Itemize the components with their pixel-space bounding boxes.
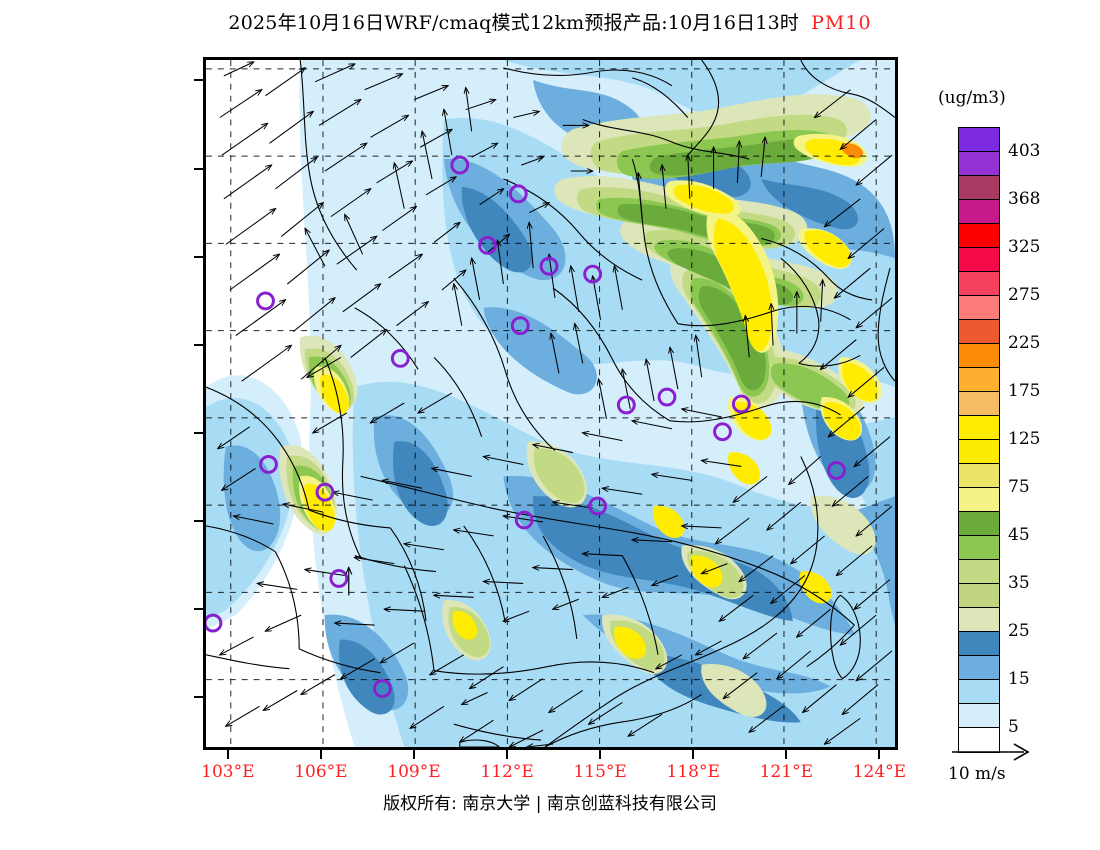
station-marker [514, 510, 534, 530]
colorbar-band-5 [959, 248, 999, 272]
station-marker [731, 394, 751, 414]
station-marker [315, 482, 335, 502]
lon-tick-mark-115 [599, 750, 602, 759]
station-marker [510, 316, 530, 336]
lon-tick-label-115: 115°E [573, 762, 627, 782]
page-title: 2025年10月16日WRF/cmaq模式12km预报产品:10月16日13时 P… [0, 8, 1100, 35]
colorbar-band-0 [959, 128, 999, 152]
colorbar-band-4 [959, 224, 999, 248]
wind-scale-label: 10 m/s [948, 764, 1006, 784]
lat-tick-mark-41 [194, 167, 203, 170]
station-marker [206, 613, 223, 633]
colorbar-band-16 [959, 512, 999, 536]
colorbar-tick-5: 5 [1008, 717, 1019, 737]
colorbar-tick-175: 175 [1008, 381, 1041, 401]
lon-tick-mark-124 [878, 750, 881, 759]
colorbar-band-20 [959, 608, 999, 632]
lat-tick-mark-35 [194, 343, 203, 346]
colorbar-band-15 [959, 488, 999, 512]
station-marker [827, 460, 846, 480]
lon-tick-mark-106 [319, 750, 322, 759]
colorbar-band-13 [959, 440, 999, 464]
pm10-concentration-map [206, 60, 895, 747]
colorbar-tick-275: 275 [1008, 285, 1041, 305]
title-main-text: 2025年10月16日WRF/cmaq模式12km预报产品:10月16日13时 [228, 12, 800, 34]
colorbar-band-18 [959, 560, 999, 584]
lon-tick-mark-109 [412, 750, 415, 759]
colorbar-band-8 [959, 320, 999, 344]
colorbar-band-23 [959, 680, 999, 704]
lat-tick-mark-32 [194, 431, 203, 434]
map-plot-area[interactable] [203, 57, 898, 750]
colorbar-tick-325: 325 [1008, 237, 1041, 257]
wind-arrow-icon [952, 743, 1030, 761]
colorbar-band-2 [959, 176, 999, 200]
station-marker [478, 235, 497, 255]
station-marker [583, 264, 603, 284]
colorbar-band-11 [959, 392, 999, 416]
lon-tick-label-109: 109°E [387, 762, 441, 782]
colorbar-band-24 [959, 704, 999, 728]
station-marker [259, 455, 278, 474]
station-marker [657, 387, 677, 407]
station-marker [539, 256, 559, 276]
lat-tick-mark-26 [194, 608, 203, 611]
colorbar-tick-25: 25 [1008, 621, 1030, 641]
colorbar-band-9 [959, 344, 999, 368]
lon-tick-mark-112 [506, 750, 509, 759]
lon-tick-mark-121 [785, 750, 788, 759]
colorbar-band-12 [959, 416, 999, 440]
colorbar-tick-125: 125 [1008, 429, 1041, 449]
lon-tick-label-118: 118°E [666, 762, 720, 782]
colorbar-tick-403: 403 [1008, 141, 1041, 161]
title-pollutant-label: PM10 [811, 12, 872, 34]
colorbar-band-19 [959, 584, 999, 608]
station-marker [588, 496, 608, 516]
station-marker [508, 184, 528, 204]
lon-tick-label-124: 124°E [852, 762, 907, 782]
station-marker [616, 395, 636, 415]
colorbar-band-3 [959, 200, 999, 224]
colorbar-band-25 [959, 728, 999, 752]
lon-tick-label-112: 112°E [480, 762, 534, 782]
colorbar-tick-225: 225 [1008, 333, 1041, 353]
station-marker [390, 348, 410, 368]
colorbar-band-21 [959, 632, 999, 656]
colorbar-tick-15: 15 [1008, 669, 1030, 689]
lon-tick-label-106: 106°E [294, 762, 348, 782]
lon-tick-mark-118 [692, 750, 695, 759]
colorbar-band-14 [959, 464, 999, 488]
station-marker [329, 569, 349, 588]
station-marker [450, 155, 470, 175]
colorbar-units-label: (ug/m3) [938, 88, 1006, 108]
lat-tick-mark-29 [194, 519, 203, 522]
lon-tick-mark-103 [226, 750, 229, 759]
colorbar-tick-368: 368 [1008, 189, 1041, 209]
colorbar-tick-35: 35 [1008, 573, 1030, 593]
lat-tick-mark-38 [194, 255, 203, 258]
station-marker [373, 679, 392, 698]
wind-scale-legend: 10 m/s [948, 742, 1088, 784]
colorbar-band-22 [959, 656, 999, 680]
copyright-notice: 版权所有: 南京大学 | 南京创蓝科技有限公司 [383, 794, 717, 814]
lon-tick-label-103: 103°E [201, 762, 255, 782]
colorbar-band-10 [959, 368, 999, 392]
station-marker [256, 291, 275, 311]
colorbar-band-6 [959, 272, 999, 296]
colorbar-band-1 [959, 152, 999, 176]
lat-tick-mark-23 [194, 696, 203, 699]
station-marker [713, 422, 732, 442]
colorbar-tick-45: 45 [1008, 525, 1030, 545]
lat-tick-mark-44 [194, 79, 203, 82]
colorbar-band-17 [959, 536, 999, 560]
colorbar-band-7 [959, 296, 999, 320]
colorbar-tick-75: 75 [1008, 477, 1030, 497]
colorbar [958, 127, 1000, 753]
lon-tick-label-121: 121°E [759, 762, 813, 782]
